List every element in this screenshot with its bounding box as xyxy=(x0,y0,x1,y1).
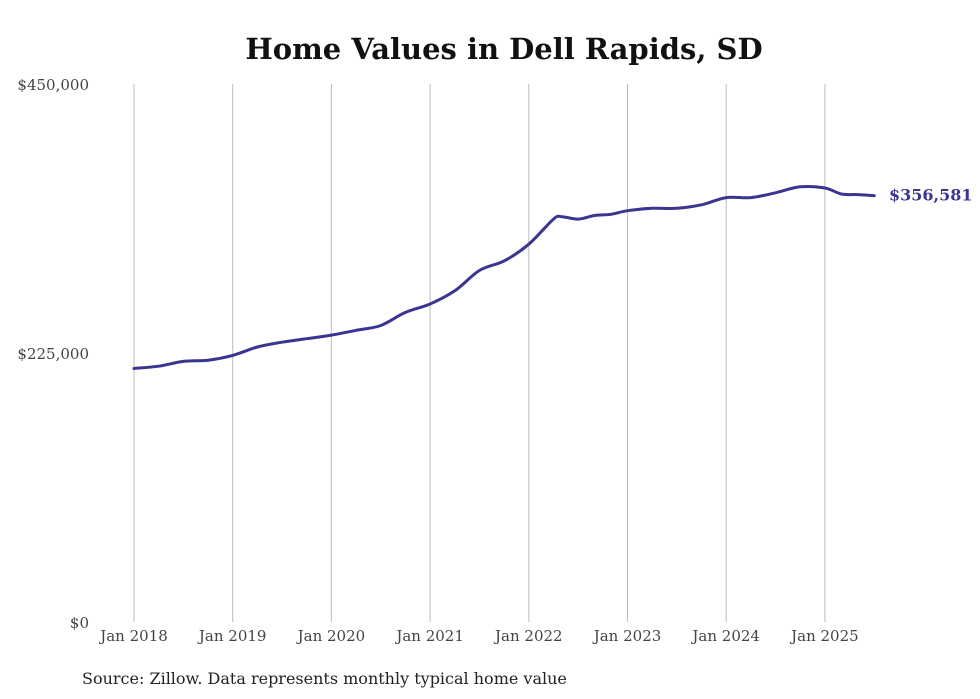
end-value-label: $356,581 xyxy=(889,186,973,205)
source-note: Source: Zillow. Data represents monthly … xyxy=(82,669,567,688)
x-tick-label: Jan 2018 xyxy=(98,627,168,645)
y-axis-ticks: $0 $225,000 $450,000 xyxy=(17,76,89,632)
x-tick-label: Jan 2020 xyxy=(296,627,366,645)
y-tick-label: $450,000 xyxy=(17,76,89,94)
x-tick-label: Jan 2025 xyxy=(789,627,859,645)
y-tick-label: $0 xyxy=(70,614,89,632)
x-tick-label: Jan 2019 xyxy=(197,627,267,645)
home-value-line xyxy=(132,184,876,370)
chart-title: Home Values in Dell Rapids, SD xyxy=(245,32,762,66)
gridlines xyxy=(133,84,826,622)
x-tick-label: Jan 2022 xyxy=(493,627,563,645)
y-tick-label: $225,000 xyxy=(17,345,89,363)
x-axis-ticks: Jan 2018 Jan 2019 Jan 2020 Jan 2021 Jan 2022… xyxy=(98,627,858,645)
x-tick-label: Jan 2024 xyxy=(690,627,760,645)
x-tick-label: Jan 2023 xyxy=(592,627,662,645)
x-tick-label: Jan 2021 xyxy=(394,627,464,645)
series-layer xyxy=(132,184,876,370)
